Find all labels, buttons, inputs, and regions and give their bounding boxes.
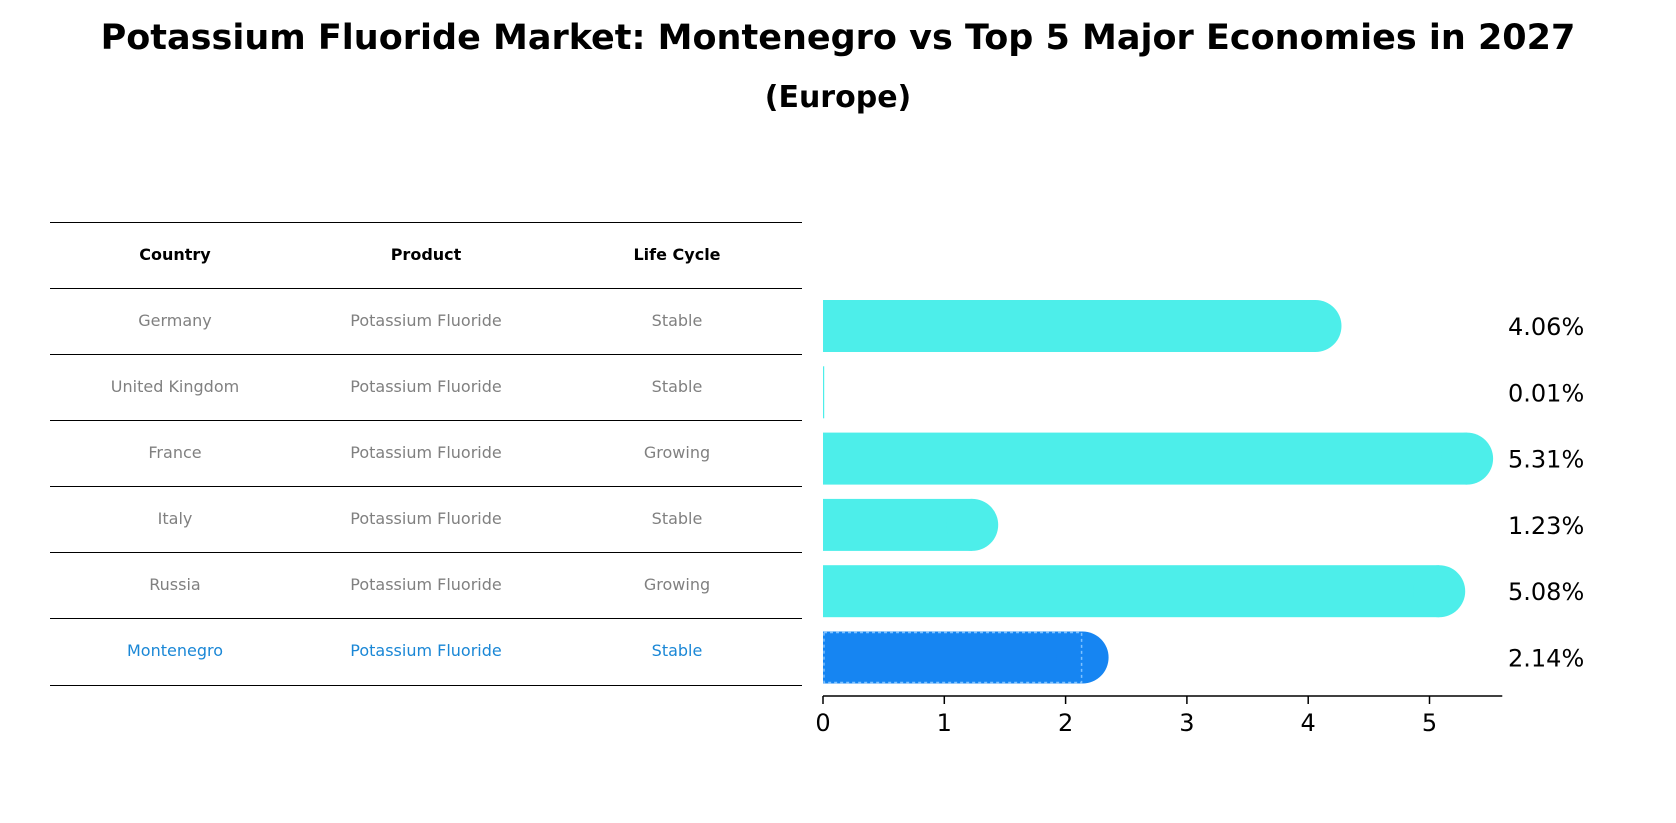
data-table: Country Product Life Cycle Germany Potas… (50, 222, 802, 686)
table-cell-product: Potassium Fluoride (350, 377, 502, 396)
x-tick-label: 3 (1179, 709, 1194, 737)
table-cell-life-cycle: Growing (643, 575, 711, 594)
table-row: Italy Potassium Fluoride Stable (50, 486, 802, 552)
bar-cap (1413, 565, 1466, 618)
value-labels-group: 4.06% 0.01% 5.31% 1.23% 5.08% 2.14% (1508, 313, 1584, 673)
x-tick-label: 0 (815, 709, 830, 737)
value-label-russia: 5.08% (1508, 578, 1584, 606)
table-cell-product: Potassium Fluoride (350, 311, 502, 330)
table-cell-life-cycle: Stable (651, 509, 703, 528)
table-cell-country: Italy (157, 509, 193, 528)
bar-france (823, 432, 1494, 485)
x-tick-label: 4 (1301, 709, 1316, 737)
table-row: Germany Potassium Fluoride Stable (50, 288, 802, 354)
table-header-life-cycle: Life Cycle (633, 245, 721, 264)
table-cell-life-cycle: Stable (651, 377, 703, 396)
table-header-country: Country (139, 245, 211, 264)
bar-cap (1056, 631, 1109, 684)
table-header-product: Product (390, 245, 462, 264)
table-cell-life-cycle: Stable (651, 641, 703, 660)
x-axis: 0 1 2 3 4 5 (815, 695, 1503, 737)
bar-italy (823, 498, 999, 551)
table-cell-life-cycle: Stable (651, 311, 703, 330)
table-cell-product: Potassium Fluoride (350, 443, 502, 462)
value-label-italy: 1.23% (1508, 512, 1584, 540)
bar-highlight-outline (823, 631, 1083, 684)
bar-cap (1289, 300, 1342, 352)
table-row: France Potassium Fluoride Growing (50, 420, 802, 486)
table-cell-country: Montenegro (126, 641, 223, 660)
table-row: Russia Potassium Fluoride Growing (50, 552, 802, 618)
table-row-highlighted: Montenegro Potassium Fluoride Stable (50, 618, 802, 686)
chart-subtitle: (Europe) (764, 80, 912, 115)
table-cell-country: France (148, 443, 202, 462)
table-cell-country: Germany (138, 311, 212, 330)
chart-title: Potassium Fluoride Market: Montenegro vs… (100, 18, 1576, 58)
x-tick-label: 1 (937, 709, 952, 737)
table-cell-country: United Kingdom (110, 377, 240, 396)
x-tick-label: 5 (1422, 709, 1437, 737)
bar-cap (946, 498, 999, 551)
table-cell-product: Potassium Fluoride (350, 575, 502, 594)
bar-russia (823, 565, 1466, 618)
value-label-germany: 4.06% (1508, 313, 1584, 341)
table-row: United Kingdom Potassium Fluoride Stable (50, 354, 802, 420)
table-cell-product: Potassium Fluoride (350, 641, 502, 660)
bar-body (823, 565, 1440, 618)
table-cell-life-cycle: Growing (643, 443, 711, 462)
value-label-united-kingdom: 0.01% (1508, 379, 1584, 407)
bar-united-kingdom (823, 366, 825, 419)
bar-germany (823, 300, 1342, 352)
table-cell-country: Russia (149, 575, 201, 594)
bar-body (823, 631, 1083, 684)
bar-body (823, 432, 1468, 485)
value-label-montenegro: 2.14% (1508, 645, 1584, 673)
table-cell-product: Potassium Fluoride (350, 509, 502, 528)
x-tick-label: 2 (1058, 709, 1073, 737)
bar-body (823, 300, 1316, 352)
bars-group (823, 300, 1494, 684)
table-header-row: Country Product Life Cycle (50, 222, 802, 288)
value-label-france: 5.31% (1508, 446, 1584, 474)
bar-montenegro (823, 631, 1109, 684)
bar-cap (1441, 432, 1494, 485)
